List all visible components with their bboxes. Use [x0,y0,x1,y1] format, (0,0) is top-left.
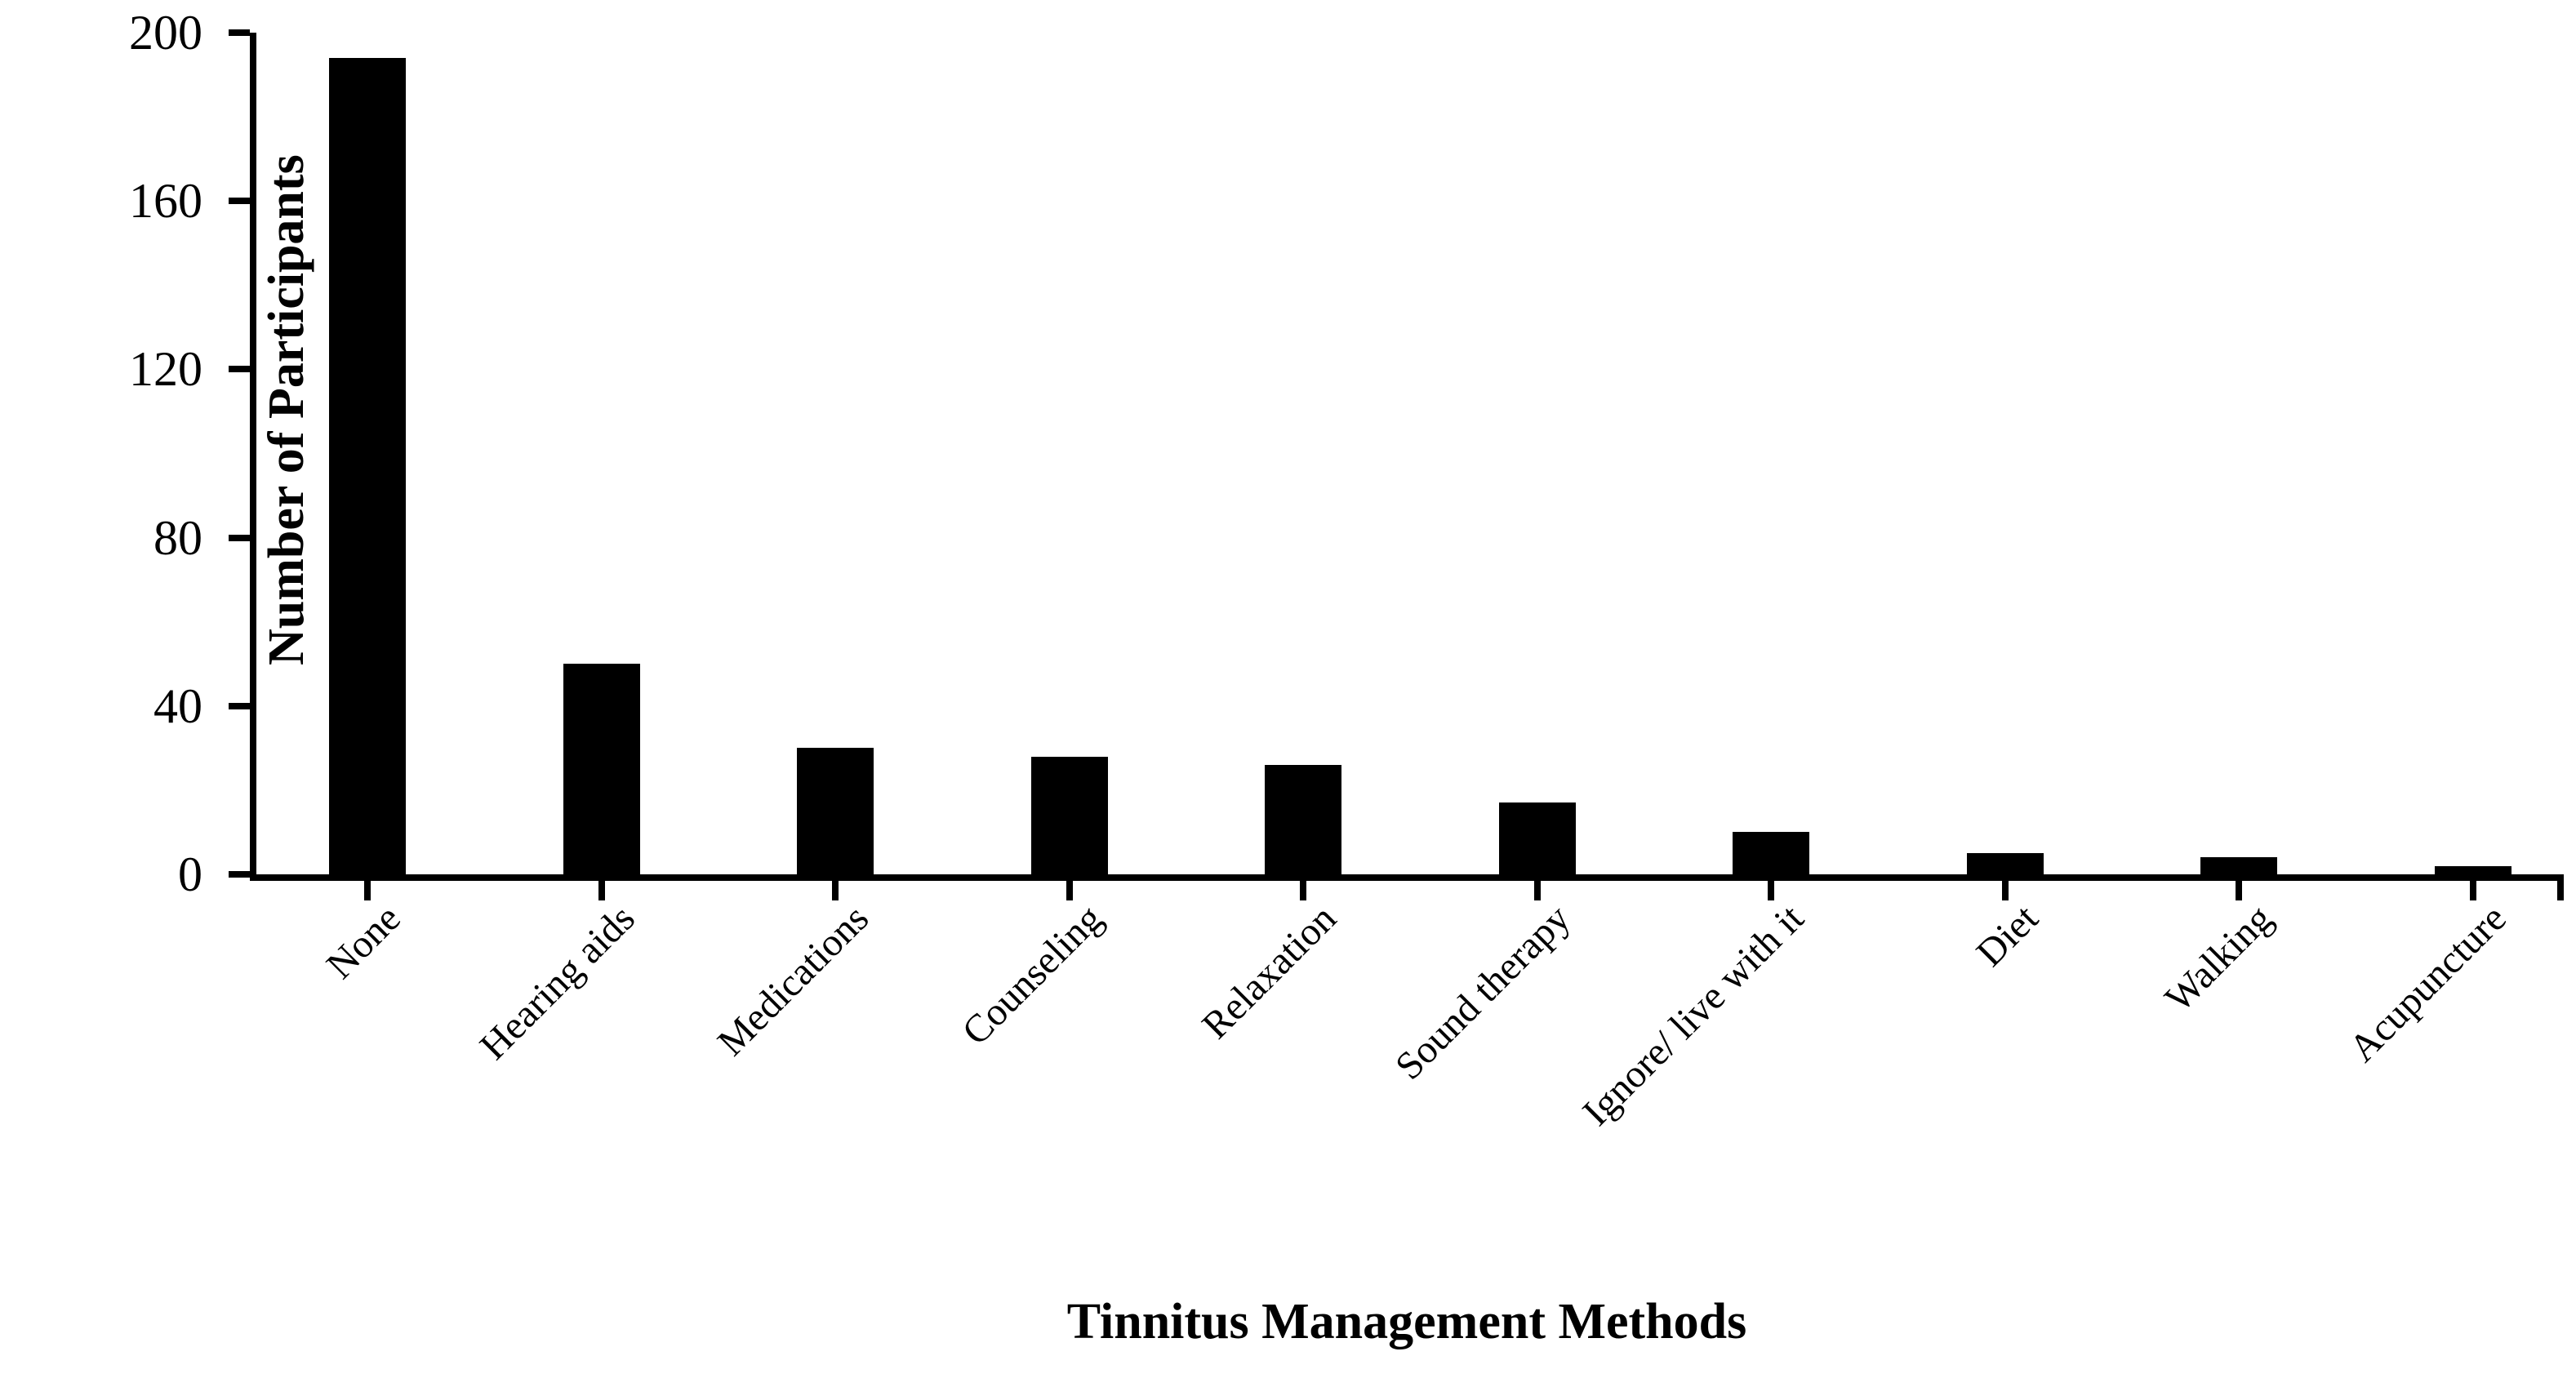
x-axis-end-tick [2557,881,2564,900]
y-axis-tick [229,29,250,36]
x-tick-label: Hearing aids [471,896,643,1069]
bar-hearing-aids [563,664,640,874]
x-tick-label: Sound therapy [1386,896,1579,1088]
x-axis-tick [2001,881,2009,900]
x-tick-label: Counseling [954,896,1111,1054]
bar-sound-therapy [1498,802,1576,874]
y-axis-tick [229,871,250,878]
x-tick-label: None [318,896,409,988]
y-tick-label: 200 [129,6,202,60]
x-axis-title: Tinnitus Management Methods [1066,1294,1747,1349]
x-axis-tick [1768,881,1774,900]
x-tick-label: Diet [1968,896,2047,976]
y-tick-label: 120 [129,342,202,397]
x-tick-label: Ignore/ live with it [1574,896,1813,1135]
y-axis-title: Number of Participants [259,154,314,665]
bar-acupuncture [2434,865,2511,874]
x-axis-tick [1300,881,1306,900]
y-tick-label: 0 [178,847,202,901]
x-tick-label: Acupuncture [2340,896,2515,1071]
bar-relaxation [1265,764,1341,874]
y-axis-tick [229,198,250,205]
x-tick-label: Relaxation [1194,896,1345,1047]
y-tick-label: 40 [153,678,202,733]
y-axis-tick [229,534,250,541]
x-axis-tick [2236,881,2242,900]
bar-medications [797,748,874,874]
x-axis-tick [832,881,839,900]
y-axis-tick [229,702,250,709]
x-axis-tick [2469,881,2476,900]
bar-counseling [1030,756,1108,874]
x-tick-label: Walking [2156,896,2280,1020]
x-axis-tick [364,881,371,900]
y-tick-label: 160 [129,174,202,229]
bar-none [329,57,406,874]
y-tick-label: 80 [153,510,202,565]
x-axis-tick [598,881,605,900]
plot-area: Number of Participants 0 40 80 120 160 200 Non… [129,8,2564,1134]
bar-ignore-live-with-it [1733,832,1809,874]
x-tick-label: Medications [709,896,877,1065]
x-axis-tick [1066,881,1073,900]
x-axis-tick [1533,881,1541,900]
y-axis-tick [229,366,250,373]
bar-walking [2200,857,2277,874]
bar-diet [1966,853,2044,874]
